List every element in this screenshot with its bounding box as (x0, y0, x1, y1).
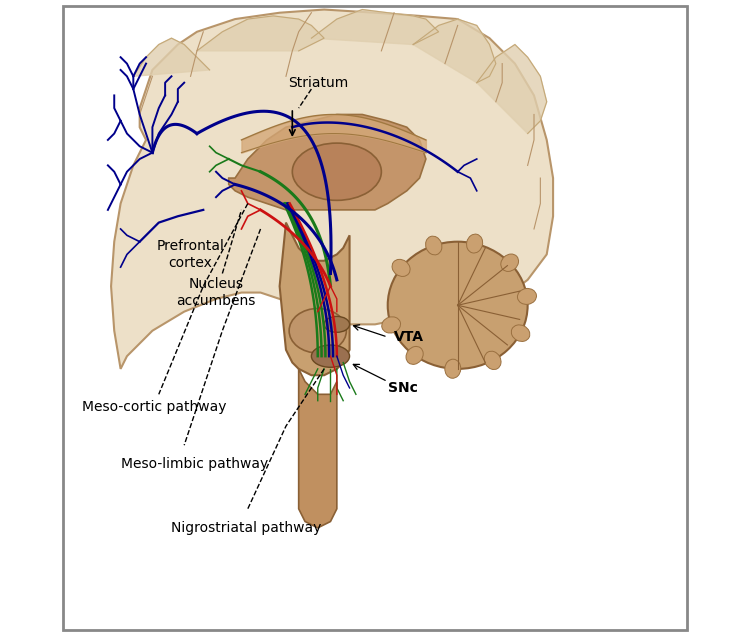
Text: Striatum: Striatum (288, 76, 348, 90)
Ellipse shape (466, 234, 483, 253)
Polygon shape (477, 45, 547, 134)
Text: Nucleus
accumbens: Nucleus accumbens (176, 277, 256, 308)
Polygon shape (229, 114, 426, 210)
Ellipse shape (501, 254, 518, 272)
Ellipse shape (290, 308, 346, 353)
Ellipse shape (445, 359, 460, 378)
Polygon shape (134, 38, 210, 76)
Ellipse shape (388, 242, 528, 369)
Ellipse shape (324, 317, 350, 332)
Ellipse shape (425, 236, 442, 255)
Ellipse shape (292, 143, 381, 200)
Text: SNc: SNc (388, 381, 418, 395)
Text: Nigrostriatal pathway: Nigrostriatal pathway (172, 521, 322, 535)
Text: Meso-limbic pathway: Meso-limbic pathway (121, 457, 268, 471)
Ellipse shape (392, 259, 410, 277)
Polygon shape (280, 223, 350, 375)
Text: Prefrontal
cortex: Prefrontal cortex (157, 239, 224, 270)
Ellipse shape (518, 289, 536, 305)
Ellipse shape (311, 345, 350, 368)
Text: VTA: VTA (394, 330, 424, 344)
Text: Meso-cortic pathway: Meso-cortic pathway (82, 400, 227, 414)
Ellipse shape (484, 351, 501, 370)
Polygon shape (197, 16, 324, 51)
Polygon shape (111, 10, 553, 369)
Ellipse shape (406, 347, 423, 364)
Ellipse shape (512, 325, 530, 342)
Polygon shape (298, 369, 337, 528)
Polygon shape (311, 10, 439, 45)
Polygon shape (413, 19, 496, 83)
Ellipse shape (382, 317, 400, 333)
